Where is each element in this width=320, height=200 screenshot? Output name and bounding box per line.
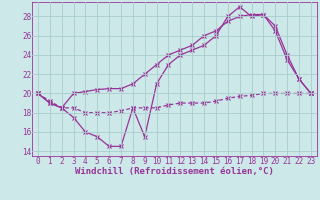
X-axis label: Windchill (Refroidissement éolien,°C): Windchill (Refroidissement éolien,°C) — [75, 167, 274, 176]
